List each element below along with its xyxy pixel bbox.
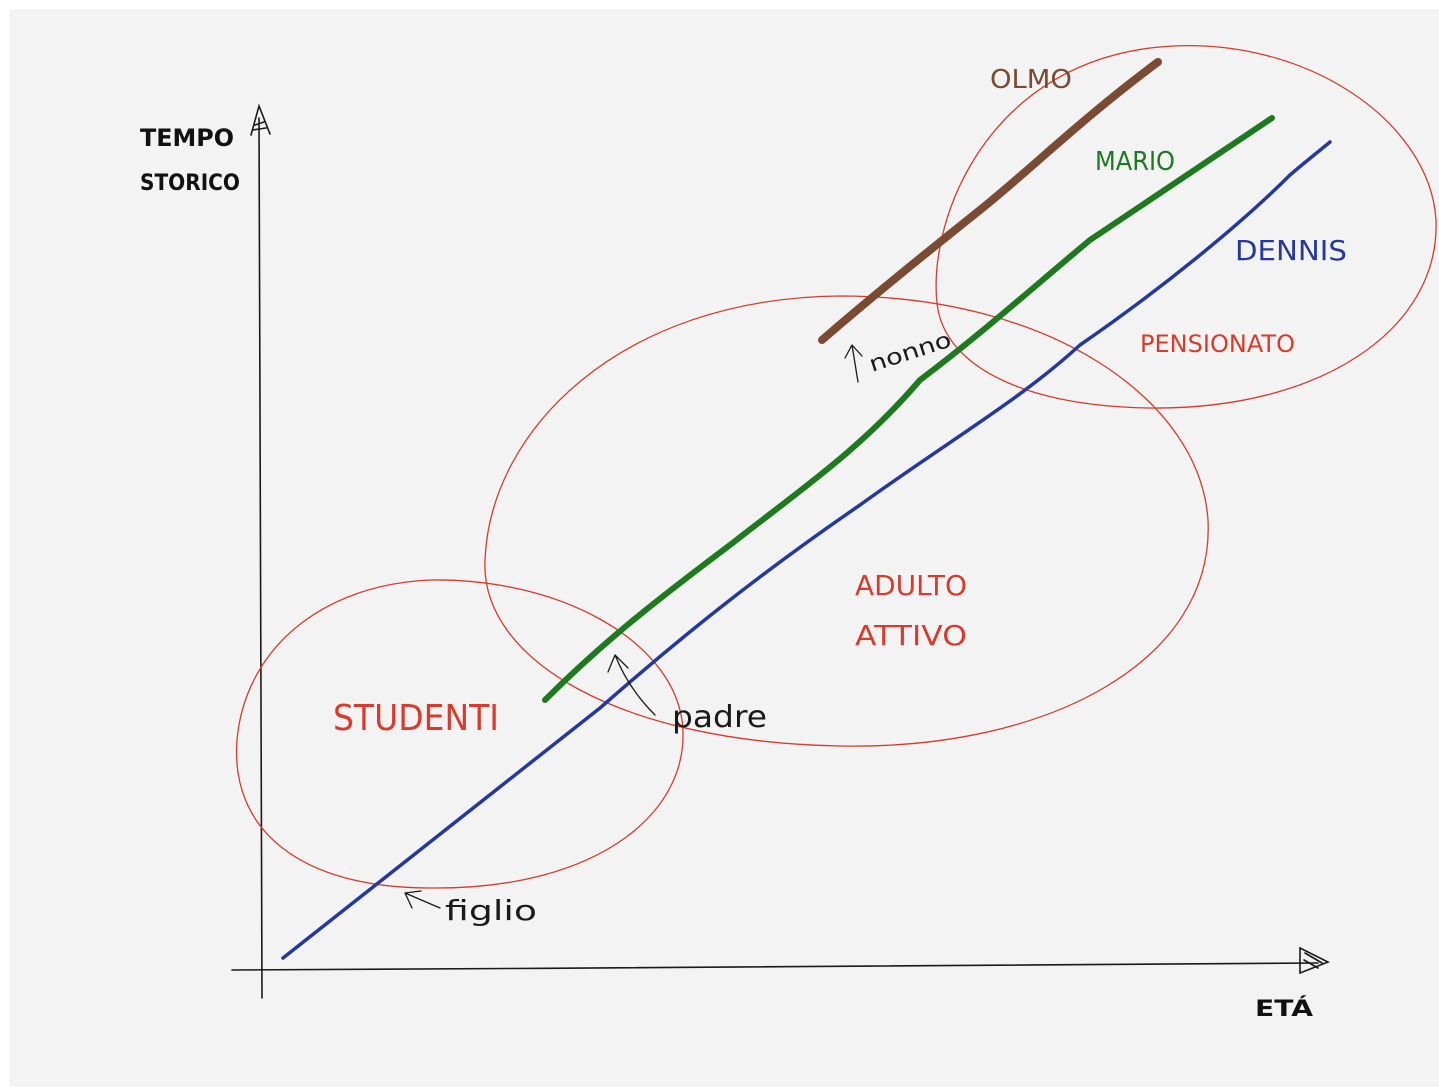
annotation-grandfather: nonno: [866, 328, 955, 378]
annotation-father: padre: [672, 700, 767, 735]
grandfather-arrow-icon: [844, 344, 863, 383]
x-axis: [231, 962, 1319, 971]
students-zone: [235, 579, 684, 889]
annotation-arrows: [404, 344, 863, 909]
x-axis-label: ETÁ: [1255, 996, 1313, 1022]
life-lines: [281, 58, 1332, 960]
series-label-dennis: DENNIS: [1235, 234, 1347, 267]
son-arrow-icon: [404, 890, 441, 909]
x-axis-arrow-icon: [1299, 946, 1330, 975]
zone-label-retired: PENSIONATO: [1140, 330, 1295, 358]
father-arrow-icon: [607, 654, 656, 716]
y-axis-label-line1: TEMPO: [140, 124, 234, 152]
y-axis-arrow-icon: [250, 103, 271, 136]
zone-label-students: STUDENTI: [333, 698, 499, 739]
zone-label-adult-line2: ATTIVO: [855, 619, 967, 652]
y-axis-label-line2: STORICO: [140, 171, 240, 196]
zone-label-adult-line1: ADULTO: [855, 569, 967, 602]
series-label-olmo: OLMO: [990, 65, 1072, 95]
annotation-son: figlio: [445, 894, 537, 927]
axes: [231, 103, 1330, 999]
series-label-mario: MARIO: [1095, 147, 1175, 177]
retired-zone: [935, 45, 1437, 409]
zones: [235, 45, 1437, 889]
series-line-mario: [542, 115, 1275, 703]
y-axis: [258, 117, 263, 999]
adult-zone: [484, 295, 1209, 747]
series-line-olmo: [818, 58, 1162, 344]
series-line-dennis: [281, 140, 1332, 960]
